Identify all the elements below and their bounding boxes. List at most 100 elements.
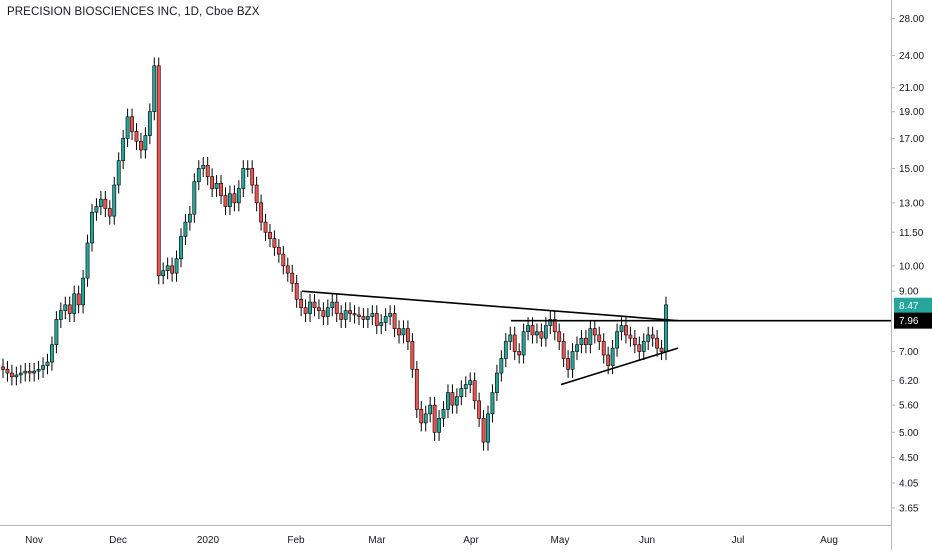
candle — [490, 384, 495, 423]
candle — [339, 305, 344, 328]
candle-body — [446, 392, 450, 410]
price-axis: 28.00 24.00 21.00 19.00 17.00 15.00 13.00 11.50… — [891, 14, 924, 514]
candle — [285, 257, 290, 282]
candle-body — [321, 310, 326, 317]
candle-body — [214, 183, 219, 189]
y-tick-label: 19.00 — [899, 107, 924, 118]
candle-body — [379, 322, 384, 326]
trendline[interactable] — [560, 347, 679, 386]
candle — [174, 250, 179, 282]
candle — [223, 187, 228, 216]
candle — [432, 396, 437, 441]
candle-body — [281, 253, 286, 267]
candle-body — [659, 347, 664, 352]
candle — [299, 291, 304, 317]
candle — [5, 361, 10, 382]
candle-body — [606, 354, 611, 366]
candle-body — [628, 334, 633, 339]
candle — [592, 320, 597, 344]
candle — [27, 362, 32, 382]
candle-body — [539, 331, 544, 339]
candle-body — [219, 183, 223, 196]
candle-body — [392, 313, 397, 329]
candle — [423, 405, 428, 432]
candle — [406, 320, 410, 350]
candle — [165, 257, 170, 280]
candles-layer — [1, 57, 668, 451]
candle-body — [1, 366, 5, 370]
trendlines-layer — [301, 290, 891, 386]
candle — [58, 302, 63, 328]
candle — [512, 326, 517, 361]
candle — [646, 326, 651, 350]
candle — [272, 230, 277, 256]
trendline[interactable] — [301, 290, 679, 322]
candle-body — [348, 310, 352, 314]
candle — [125, 108, 130, 147]
candle-body — [232, 193, 237, 204]
candle-body — [512, 334, 517, 352]
candle — [192, 173, 197, 223]
candle — [312, 293, 317, 317]
x-tick-label: Mar — [368, 535, 386, 546]
candle-body — [530, 325, 535, 336]
candle — [139, 132, 143, 159]
candle-body — [94, 206, 99, 213]
candle — [561, 333, 566, 368]
candle-body — [27, 370, 32, 374]
x-tick-label: May — [551, 535, 570, 546]
candle-body — [196, 168, 201, 182]
candle — [624, 317, 628, 344]
price-label-box — [894, 312, 932, 329]
candle — [446, 384, 450, 418]
candle — [236, 180, 241, 212]
candle-body — [343, 310, 348, 320]
candle — [579, 329, 584, 354]
x-tick-label: Jul — [732, 535, 745, 546]
candle — [205, 157, 210, 186]
candle-body — [23, 370, 28, 374]
candle — [575, 336, 579, 361]
candle-body — [81, 277, 85, 306]
candle-body — [388, 313, 393, 317]
candle — [637, 336, 642, 361]
candle — [36, 361, 41, 380]
candle-body — [107, 208, 112, 217]
candle — [214, 175, 219, 198]
candle-body — [517, 351, 522, 356]
candle — [228, 185, 232, 216]
candle — [601, 333, 606, 364]
candle — [357, 306, 361, 326]
candle — [352, 305, 357, 324]
candle — [294, 275, 299, 308]
candle-body — [495, 372, 499, 393]
candle — [41, 357, 45, 378]
candle-body — [192, 181, 197, 215]
candle — [121, 130, 126, 170]
candle-body — [14, 374, 19, 378]
y-tick-label: 13.00 — [899, 198, 924, 209]
candle-body — [205, 164, 210, 177]
y-tick-label: 5.60 — [899, 401, 919, 412]
candle-body — [552, 319, 557, 333]
candle — [152, 57, 157, 121]
candle — [459, 380, 464, 406]
y-tick-label: 11.50 — [899, 228, 924, 239]
candle — [508, 326, 513, 350]
candle-body — [45, 361, 50, 366]
candle-body — [414, 369, 419, 410]
candle — [584, 329, 588, 354]
candle — [365, 308, 370, 328]
candle — [374, 305, 379, 335]
candle-body — [361, 316, 366, 320]
candle — [219, 175, 223, 205]
candle — [539, 323, 544, 347]
candle-body — [161, 270, 166, 276]
candle — [54, 311, 59, 354]
candle — [187, 205, 192, 231]
candle — [308, 293, 312, 323]
y-tick-label: 4.50 — [899, 453, 919, 464]
candle — [9, 364, 14, 386]
